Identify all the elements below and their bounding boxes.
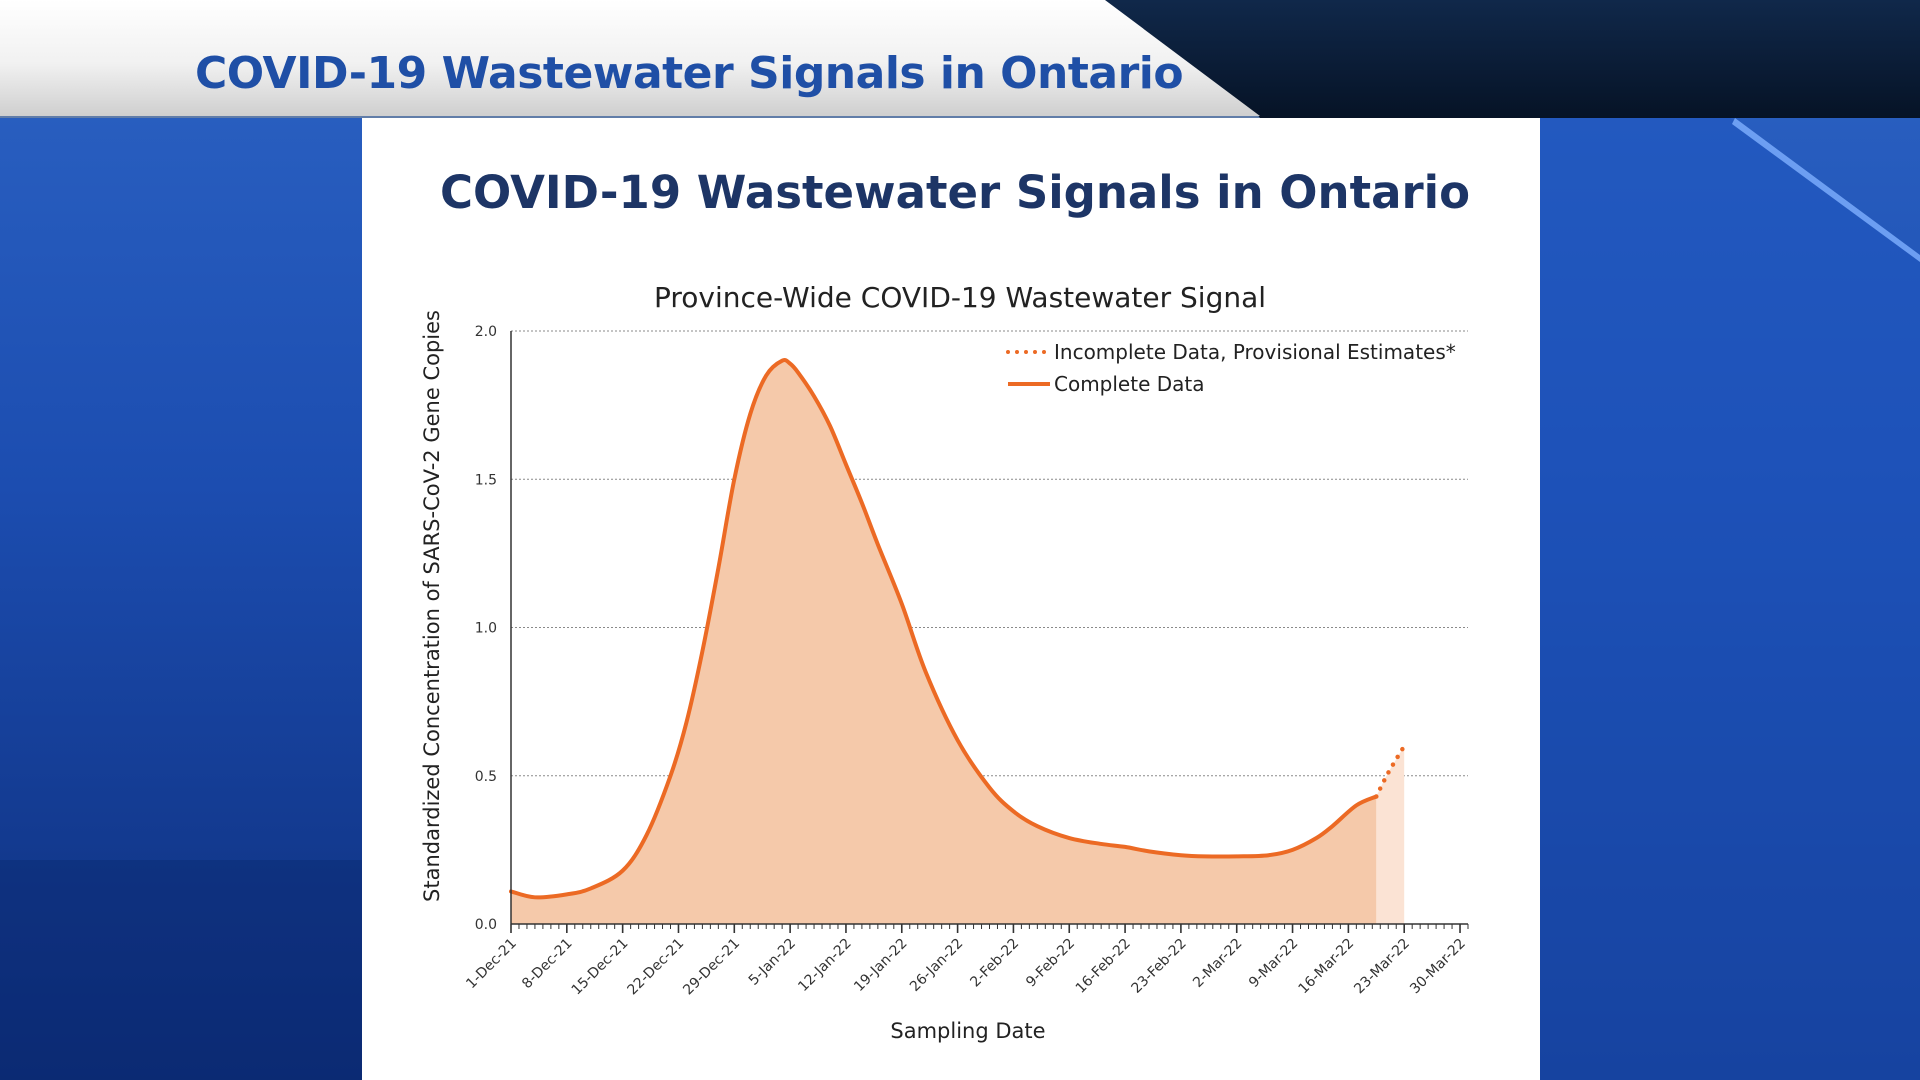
series-line-provisional (1374, 743, 1407, 799)
x-tick-labels: 1-Dec-21 8-Dec-2115-Dec-2122-Dec-2129-Dec… (463, 936, 1469, 999)
banner-title: COVID-19 Wastewater Signals in Ontario (195, 48, 1184, 99)
card-title: COVID-19 Wastewater Signals in Ontario (440, 166, 1470, 219)
x-tick-label: 15-Dec-21 (569, 936, 632, 999)
chart-card: COVID-19 Wastewater Signals in Ontario P… (362, 118, 1540, 1080)
x-tick-label: 16-Mar-22 (1295, 936, 1357, 998)
x-tick-label: 2-Feb-22 (967, 936, 1022, 991)
x-tick-label: 22-Dec-21 (624, 936, 687, 999)
x-tick-label: 12-Jan-22 (795, 936, 854, 995)
x-tick-label: 9-Mar-22 (1246, 936, 1301, 991)
x-axis-label: Sampling Date (890, 1019, 1045, 1043)
series-line-complete (509, 358, 1379, 900)
x-tick-label: 8-Dec-21 (519, 936, 576, 993)
x-tick-label: 29-Dec-21 (680, 936, 743, 999)
x-tick-label: 23-Feb-22 (1129, 936, 1190, 997)
x-tick-label: 5-Jan-22 (746, 936, 799, 989)
x-tick-label: 16-Feb-22 (1073, 936, 1134, 997)
legend-label-provisional: Incomplete Data, Provisional Estimates* (1054, 340, 1456, 364)
x-tick-label: 30-Mar-22 (1407, 936, 1469, 998)
legend-label-complete: Complete Data (1054, 372, 1205, 396)
y-tick-label: 0.5 (475, 769, 497, 785)
y-tick-label: 2.0 (475, 324, 497, 340)
grid (511, 330, 1468, 777)
chart-title: Province-Wide COVID-19 Wastewater Signal (654, 281, 1266, 314)
x-tick-label: 1-Dec-21 (463, 936, 520, 993)
axes (510, 331, 1469, 933)
x-tick-label: 23-Mar-22 (1351, 936, 1413, 998)
x-tick-label: 19-Jan-22 (851, 936, 910, 995)
y-tick-labels: 0.0 0.5 1.0 1.5 2.0 (475, 324, 497, 933)
y-tick-label: 1.5 (475, 472, 497, 488)
area-provisional (1376, 746, 1405, 924)
series-lines (509, 358, 1407, 900)
legend: Incomplete Data, Provisional Estimates* … (1006, 340, 1456, 396)
chart: Province-Wide COVID-19 Wastewater Signal… (420, 281, 1469, 1043)
area-fills (511, 359, 1405, 924)
x-tick-label: 26-Jan-22 (907, 936, 966, 995)
y-tick-label: 1.0 (475, 621, 497, 637)
x-tick-label: 2-Mar-22 (1190, 936, 1245, 991)
y-axis-label: Standardized Concentration of SARS-CoV-2… (420, 310, 444, 902)
area-complete (511, 359, 1377, 924)
y-tick-label: 0.0 (475, 917, 497, 933)
x-tick-label: 9-Feb-22 (1023, 936, 1078, 991)
